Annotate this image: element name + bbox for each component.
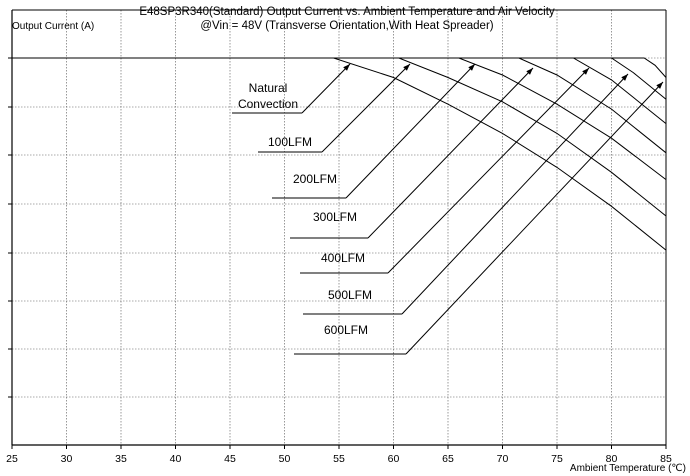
series-label: 300LFM xyxy=(313,210,357,224)
x-tick-label: 55 xyxy=(333,453,345,465)
series-line xyxy=(12,57,667,154)
label-leader xyxy=(405,81,664,355)
arrowhead-icon xyxy=(403,64,410,71)
grid xyxy=(8,10,666,445)
label-leader xyxy=(401,73,629,315)
series-line xyxy=(12,57,667,251)
series-label: 100LFM xyxy=(268,135,312,149)
x-tick-labels: 25 30 35 40 45 50 55 60 65 70 75 80 85 xyxy=(6,445,672,465)
series-line xyxy=(12,57,667,78)
x-tick-label: 45 xyxy=(224,453,236,465)
label-leader xyxy=(321,63,411,153)
chart-title: E48SP3R340(Standard) Output Current vs. … xyxy=(139,6,555,18)
x-tick-label: 25 xyxy=(6,453,18,465)
x-tick-label: 70 xyxy=(497,453,509,465)
series-label: 200LFM xyxy=(293,172,337,186)
label-leader xyxy=(345,63,476,199)
x-tick-label: 35 xyxy=(115,453,127,465)
arrowhead-icon xyxy=(526,68,533,75)
series-lines xyxy=(12,57,667,251)
label-leader xyxy=(387,67,590,274)
arrowhead-icon xyxy=(582,68,589,75)
arrowhead-icon xyxy=(621,74,628,81)
series-label: 500LFM xyxy=(328,288,372,302)
x-axis-label: Ambient Temperature (℃) xyxy=(570,463,686,474)
chart-subtitle: @Vin = 48V (Transverse Orientation,With … xyxy=(200,20,493,32)
label-leader xyxy=(301,63,351,114)
series-label: Convection xyxy=(238,97,298,111)
x-tick-label: 40 xyxy=(170,453,182,465)
x-tick-label: 50 xyxy=(279,453,291,465)
x-tick-label: 30 xyxy=(61,453,73,465)
series-labels: Natural Convection 100LFM 200LFM 300LFM 400LF… xyxy=(232,63,664,355)
x-tick-label: 60 xyxy=(388,453,400,465)
series-label: Natural xyxy=(249,81,288,95)
y-axis-label: Output Current (A) xyxy=(12,21,94,32)
arrowhead-icon xyxy=(343,64,350,71)
x-tick-label: 65 xyxy=(442,453,454,465)
label-leader xyxy=(367,67,534,239)
x-tick-label: 80 xyxy=(606,453,618,465)
series-label: 600LFM xyxy=(324,323,368,337)
series-label: 400LFM xyxy=(321,251,365,265)
arrowhead-icon xyxy=(656,82,663,89)
x-tick-label: 75 xyxy=(551,453,563,465)
x-tick-label: 85 xyxy=(660,453,672,465)
arrowhead-icon xyxy=(468,64,475,71)
